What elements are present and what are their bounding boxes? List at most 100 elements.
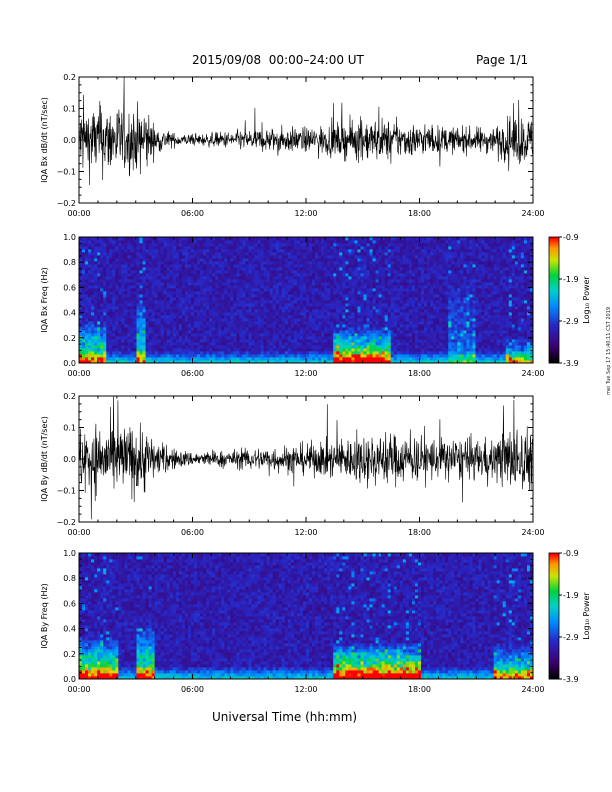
heat-cell [411, 282, 416, 286]
heat-cell [254, 279, 258, 283]
heat-cell [345, 258, 349, 262]
heat-cell [239, 330, 243, 334]
heat-cell [390, 249, 395, 253]
heat-cell [302, 315, 307, 319]
heat-cell [221, 360, 225, 364]
heat-cell [269, 327, 274, 331]
heat-cell [245, 312, 249, 316]
heat-cell [100, 261, 104, 265]
heat-cell [269, 333, 274, 337]
heat-cell [181, 252, 186, 256]
heat-cell [293, 339, 298, 343]
heat-cell [224, 288, 228, 292]
heat-cell [206, 303, 210, 307]
heat-cell [124, 267, 128, 271]
heat-cell [378, 345, 383, 349]
heat-cell [408, 324, 413, 328]
heat-cell [184, 324, 189, 328]
heat-cell [357, 357, 361, 361]
heat-cell [384, 279, 389, 283]
heat-cell [254, 327, 258, 331]
heat-cell [118, 336, 122, 340]
heat-cell [197, 243, 201, 247]
heat-cell [272, 315, 277, 319]
heat-cell [82, 279, 86, 283]
heat-cell [315, 324, 319, 328]
heat-cell [430, 297, 434, 301]
heat-cell [151, 270, 156, 274]
heat-cell [236, 279, 240, 283]
heat-cell [393, 309, 398, 313]
heat-cell [378, 357, 383, 361]
heat-cell [408, 336, 413, 340]
heat-cell [239, 252, 243, 256]
heat-cell [348, 345, 352, 349]
heat-cell [248, 333, 252, 337]
heat-cell [330, 360, 334, 364]
heat-cell [184, 255, 189, 259]
heat-cell [154, 354, 159, 358]
heat-cell [139, 261, 143, 265]
heat-cell [127, 276, 131, 280]
heat-cell [106, 255, 110, 259]
heat-cell [421, 333, 425, 337]
heat-cell [257, 345, 261, 349]
heat-cell [427, 318, 431, 322]
heat-cell [151, 321, 156, 325]
heat-cell [321, 273, 325, 277]
heat-cell [124, 357, 128, 361]
heat-cell [169, 276, 174, 280]
heat-cell [115, 348, 119, 352]
heat-cell [324, 282, 328, 286]
heat-cell [248, 288, 252, 292]
heat-cell [309, 261, 313, 265]
heat-cell [100, 240, 104, 244]
heat-cell [233, 276, 237, 280]
heat-cell [218, 360, 222, 364]
heat-cell [100, 282, 104, 286]
heat-cell [393, 324, 398, 328]
heat-cell [424, 351, 428, 355]
heat-cell [239, 303, 243, 307]
heat-cell [278, 360, 283, 364]
heat-cell [127, 267, 131, 271]
heat-cell [97, 333, 101, 337]
heat-cell [206, 273, 210, 277]
heat-cell [287, 243, 292, 247]
heat-cell [318, 339, 322, 343]
heat-cell [430, 345, 434, 349]
heat-cell [318, 282, 322, 286]
heat-cell [393, 306, 398, 310]
heat-cell [354, 261, 358, 265]
heat-cell [336, 324, 340, 328]
heat-cell [194, 339, 198, 343]
heat-cell [369, 249, 373, 253]
heat-cell [218, 312, 222, 316]
heat-cell [190, 345, 195, 349]
heat-cell [187, 288, 192, 292]
heat-cell [354, 246, 358, 250]
heat-cell [299, 318, 304, 322]
heat-cell [166, 333, 171, 337]
heat-cell [318, 351, 322, 355]
heat-cell [97, 270, 101, 274]
heat-cell [342, 315, 346, 319]
heat-cell [421, 321, 425, 325]
heat-cell [312, 288, 316, 292]
heat-cell [133, 270, 137, 274]
heat-cell [254, 264, 258, 268]
heat-cell [145, 297, 150, 301]
heat-cell [333, 354, 337, 358]
heat-cell [408, 357, 413, 361]
heat-cell [221, 321, 225, 325]
heat-cell [187, 279, 192, 283]
heat-cell [427, 279, 431, 283]
heat-cell [369, 324, 373, 328]
heat-cell [411, 324, 416, 328]
heat-cell [97, 246, 101, 250]
heat-cell [200, 264, 204, 268]
heat-cell [200, 351, 204, 355]
heat-cell [296, 321, 301, 325]
heat-cell [402, 330, 407, 334]
heat-cell [97, 345, 101, 349]
